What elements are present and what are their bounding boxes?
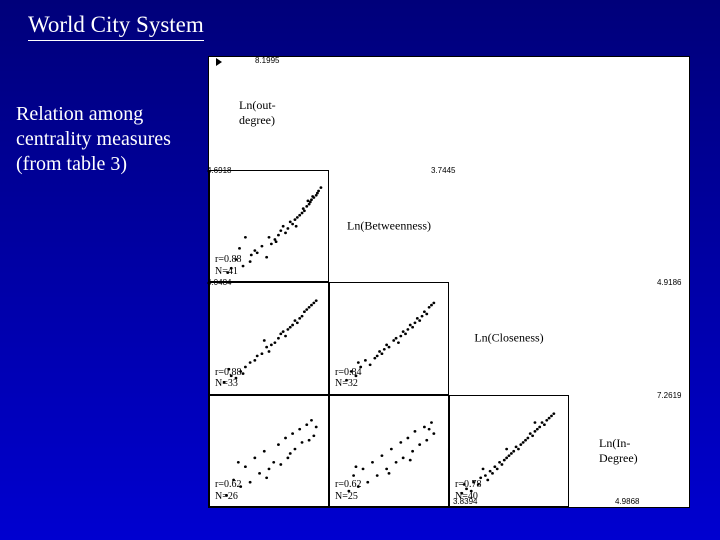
var-label-0: Ln(out-degree) xyxy=(239,98,299,128)
axis-bot-3: 4.9868 xyxy=(615,497,639,506)
diag-2: Ln(Closeness) xyxy=(449,282,569,395)
diag-3: Ln(In-Degree) xyxy=(569,395,689,508)
scatter-r3c1: r=0.62 N=25 xyxy=(329,395,449,508)
play-marker-icon xyxy=(216,58,222,66)
var-label-2: Ln(Closeness) xyxy=(474,331,543,346)
scatter-r2c1: r=0.84 N=32 xyxy=(329,282,449,395)
corr-label-r1c0: r=0.88 N=41 xyxy=(215,254,241,277)
corr-label-r3c0: r=0.62 N=26 xyxy=(215,479,241,502)
scatter-r3c2: r=0.78 N=40 xyxy=(449,395,569,508)
scatter-r2c0: r=0.88 N=33 xyxy=(209,282,329,395)
corr-label-r2c1: r=0.84 N=32 xyxy=(335,367,361,390)
axis-right-3: 7.2619 xyxy=(657,391,681,400)
axis-top-0: 8.1995 xyxy=(255,56,279,65)
axis-left-1: 4.0484 xyxy=(207,278,231,287)
axis-inner-1: 3.7445 xyxy=(431,166,455,175)
scatter-matrix: Ln(out-degree) r=0.88 N=41 Ln(Betweenness)… xyxy=(208,56,690,508)
scatter-r1c0: r=0.88 N=41 xyxy=(209,170,329,283)
var-label-3: Ln(In-Degree) xyxy=(599,436,659,466)
axis-right-2: 4.9186 xyxy=(657,278,681,287)
corr-label-r3c1: r=0.62 N=25 xyxy=(335,479,361,502)
diag-1: Ln(Betweenness) xyxy=(329,170,449,283)
axis-bl-2: 3.8394 xyxy=(453,497,477,506)
diag-0: Ln(out-degree) xyxy=(209,57,329,170)
page-title: World City System xyxy=(28,12,204,41)
page-subtitle: Relation among centrality measures (from… xyxy=(16,102,200,177)
axis-left-0: 4.6918 xyxy=(207,166,231,175)
var-label-1: Ln(Betweenness) xyxy=(347,218,431,233)
corr-label-r2c0: r=0.88 N=33 xyxy=(215,367,241,390)
scatter-r3c0: r=0.62 N=26 xyxy=(209,395,329,508)
